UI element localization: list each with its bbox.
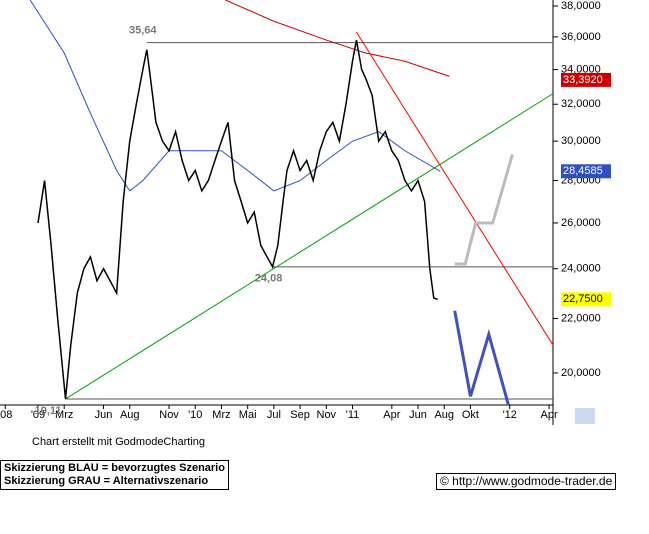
level-label: 24,08	[255, 273, 283, 285]
x-tick-label: Apr	[383, 409, 400, 421]
y-tick-label: 36,0000	[561, 31, 601, 43]
x-tick-label: Mrz	[212, 409, 230, 421]
x-tick-label: '11	[346, 409, 360, 421]
x-tick-label: Jun	[95, 409, 113, 421]
level-label: 19,11	[35, 405, 62, 417]
y-tick-label: 38,0000	[561, 0, 601, 12]
x-tick-label: Sep	[290, 409, 310, 421]
x-tick-label: Nov	[159, 409, 179, 421]
series-line	[454, 154, 514, 266]
x-tick-label: Aug	[120, 409, 140, 421]
legend-box: Skizzierung BLAU = bevorzugtes Szenario …	[0, 460, 229, 490]
series-line	[356, 31, 554, 346]
legend-text: Skizzierung GRAU = Alternativszenario	[4, 475, 209, 487]
price-tag	[561, 72, 611, 87]
legend-text: Skizzierung BLAU = bevorzugtes Szenario	[4, 462, 225, 474]
y-tick-label: 24,0000	[561, 263, 601, 275]
series-line	[29, 0, 441, 192]
x-tick-label: Jul	[267, 409, 281, 421]
x-tick-label: '12	[503, 409, 517, 421]
price-tag	[561, 164, 611, 179]
x-tick-label: '10	[188, 409, 202, 421]
series-line	[65, 93, 554, 400]
y-tick-label: 30,0000	[561, 135, 601, 147]
series-line	[225, 0, 450, 77]
series-line	[453, 310, 510, 406]
x-tick-label: '09	[31, 409, 45, 421]
x-tick-label: Aug	[434, 409, 454, 421]
y-tick-label: 32,0000	[561, 98, 601, 110]
price-tag	[561, 292, 611, 307]
series-line	[37, 39, 438, 400]
x-tick-label: Mai	[239, 409, 257, 421]
x-tick-label: Okt	[462, 409, 479, 421]
price-tag-label: 33,3920	[563, 74, 603, 86]
y-tick-label: 22,0000	[561, 312, 601, 324]
level-label: 35,64	[129, 25, 157, 37]
price-tag-label: 22,7500	[563, 293, 603, 305]
x-tick-label: Apr	[541, 409, 558, 421]
x-tick-label: '08	[0, 409, 12, 421]
x-tick-label: Mrz	[55, 409, 73, 421]
x-tick-label: Nov	[317, 409, 337, 421]
corner	[575, 408, 595, 424]
source: © http://www.godmode-trader.de	[436, 473, 617, 490]
price-tag-label: 28,4585	[563, 165, 603, 177]
y-tick-label: 26,0000	[561, 217, 601, 229]
y-tick-label: 34,0000	[561, 63, 601, 75]
y-tick-label: 20,0000	[561, 367, 601, 379]
credit: Chart erstellt mit GodmodeCharting	[32, 436, 206, 448]
x-tick-label: Jun	[409, 409, 427, 421]
chart: 20,000022,000024,000026,000028,000030,00…	[0, 0, 611, 425]
